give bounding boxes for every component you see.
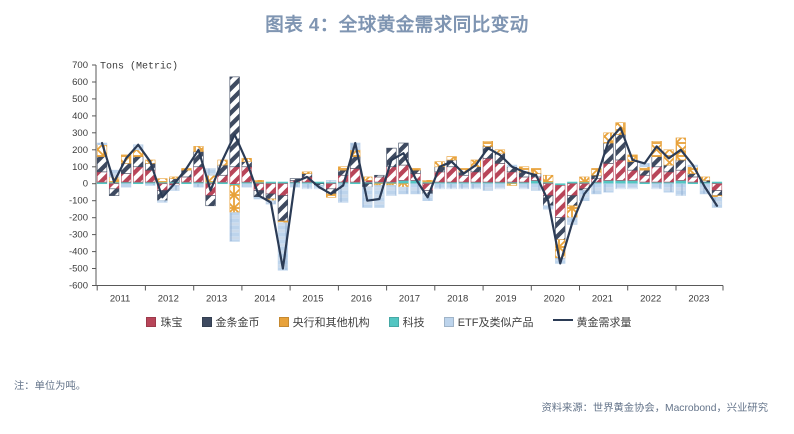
svg-text:2018: 2018 xyxy=(447,294,468,305)
svg-text:2021: 2021 xyxy=(592,294,613,305)
svg-text:2019: 2019 xyxy=(495,294,516,305)
svg-text:700: 700 xyxy=(72,60,88,71)
svg-text:-400: -400 xyxy=(69,247,88,258)
svg-text:2013: 2013 xyxy=(206,294,227,305)
svg-text:-200: -200 xyxy=(69,213,88,224)
svg-text:2011: 2011 xyxy=(110,294,130,305)
svg-text:0: 0 xyxy=(83,179,88,190)
svg-text:200: 200 xyxy=(72,145,88,156)
svg-text:2016: 2016 xyxy=(351,294,372,305)
svg-text:400: 400 xyxy=(72,111,88,122)
svg-text:2015: 2015 xyxy=(302,294,323,305)
svg-text:2022: 2022 xyxy=(640,294,661,305)
svg-text:Tons (Metric): Tons (Metric) xyxy=(100,61,178,73)
svg-text:-500: -500 xyxy=(69,264,88,275)
svg-text:100: 100 xyxy=(72,162,88,173)
svg-text:-100: -100 xyxy=(69,196,88,207)
svg-text:2017: 2017 xyxy=(399,294,420,305)
svg-text:-300: -300 xyxy=(69,230,88,241)
svg-text:2020: 2020 xyxy=(544,294,565,305)
svg-text:600: 600 xyxy=(72,77,88,88)
svg-text:2023: 2023 xyxy=(688,294,709,305)
svg-text:2014: 2014 xyxy=(254,294,275,305)
svg-text:500: 500 xyxy=(72,94,88,105)
svg-text:-600: -600 xyxy=(69,281,88,292)
svg-text:2012: 2012 xyxy=(158,294,179,305)
svg-text:300: 300 xyxy=(72,128,88,139)
